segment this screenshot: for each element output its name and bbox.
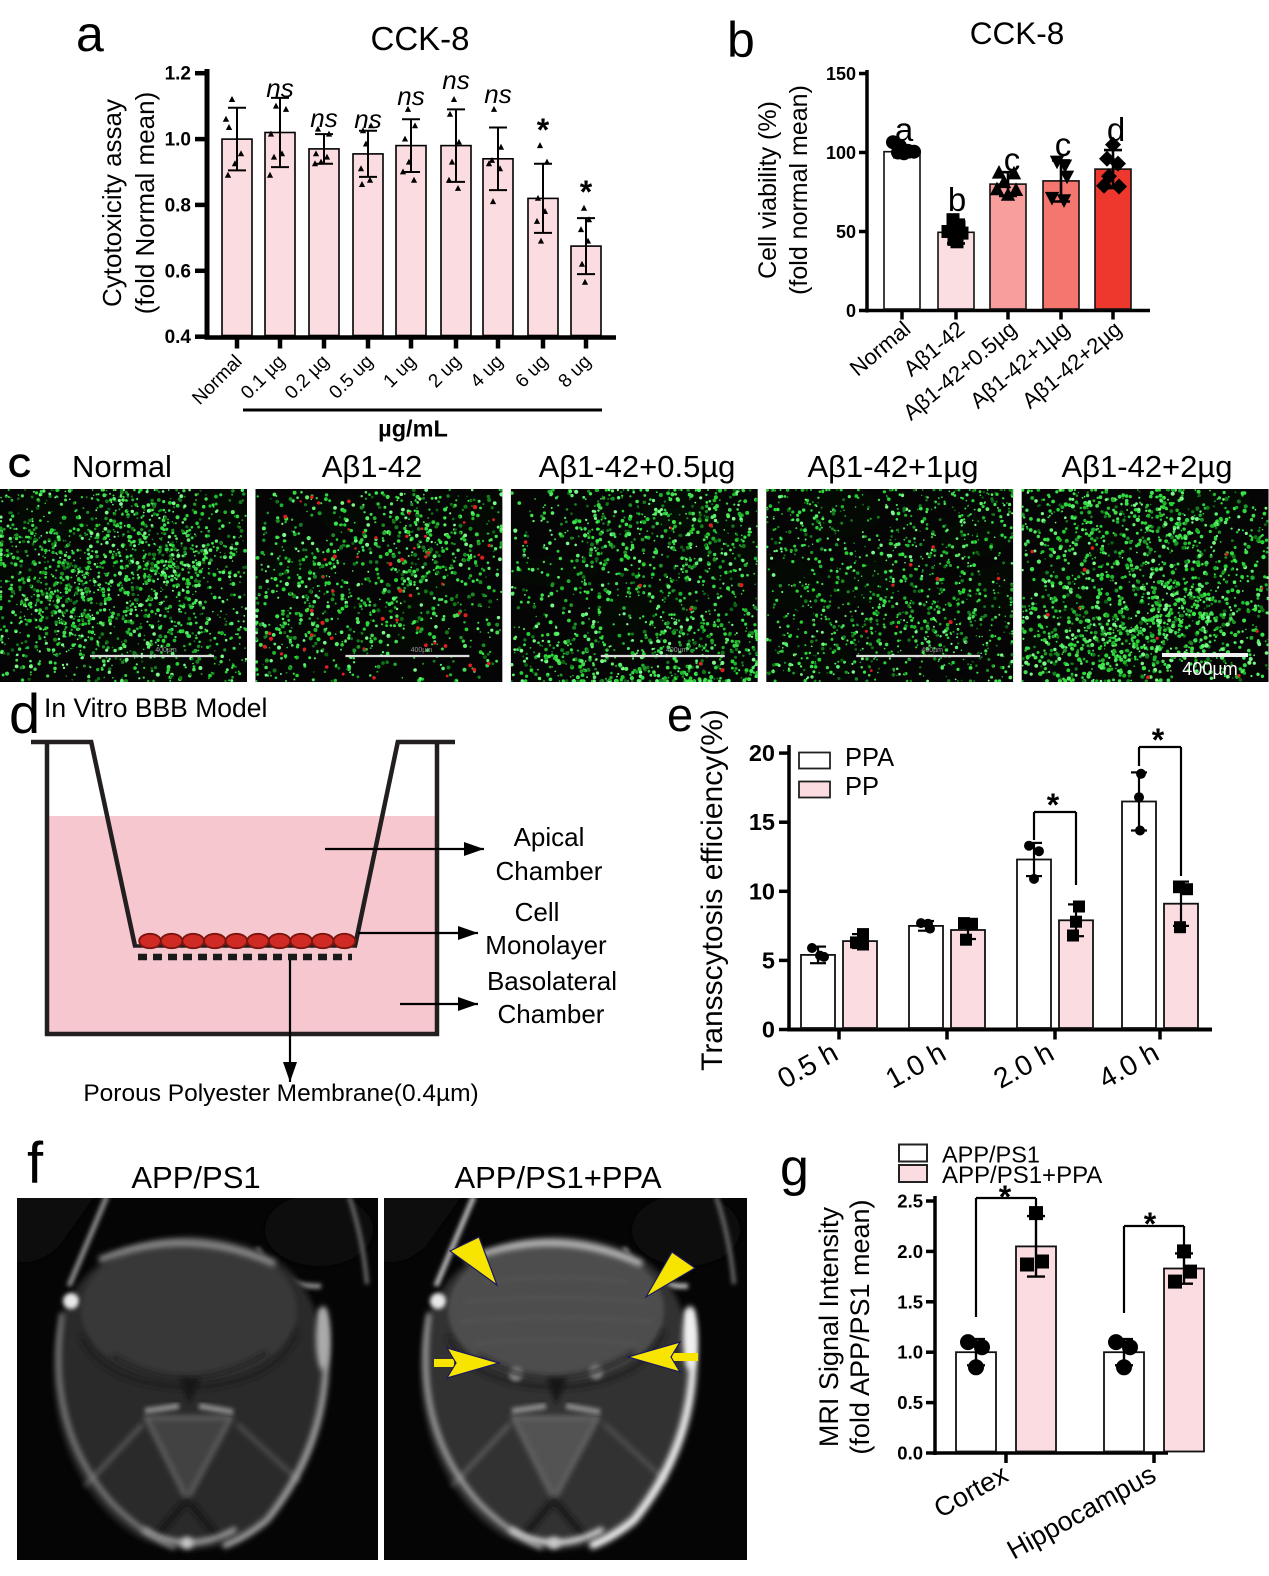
svg-text:4 ug: 4 ug xyxy=(467,351,508,392)
svg-text:ns: ns xyxy=(484,79,511,109)
svg-text:Aβ1-42+1µg: Aβ1-42+1µg xyxy=(808,449,979,484)
svg-text:ns: ns xyxy=(442,65,469,95)
svg-text:Normal: Normal xyxy=(72,449,172,484)
svg-text:(fold Normal mean): (fold Normal mean) xyxy=(130,92,160,315)
svg-text:ns: ns xyxy=(310,103,337,133)
svg-text:0: 0 xyxy=(846,301,856,321)
svg-text:ns: ns xyxy=(354,104,381,134)
svg-text:a: a xyxy=(76,6,104,62)
svg-text:0.2 µg: 0.2 µg xyxy=(281,351,333,403)
svg-text:0.4: 0.4 xyxy=(165,327,192,348)
svg-text:b: b xyxy=(727,12,755,68)
svg-text:Cell viability (%): Cell viability (%) xyxy=(754,101,782,279)
svg-text:Normal: Normal xyxy=(845,316,915,381)
svg-text:Normal: Normal xyxy=(188,351,246,409)
svg-text:*: * xyxy=(537,112,550,148)
svg-text:Aβ1-42+2µg: Aβ1-42+2µg xyxy=(1062,449,1233,484)
svg-text:0.1 µg: 0.1 µg xyxy=(237,351,289,403)
svg-text:b: b xyxy=(948,181,966,218)
svg-text:0.5 ug: 0.5 ug xyxy=(325,351,377,403)
svg-text:ns: ns xyxy=(266,73,293,103)
svg-text:ns: ns xyxy=(397,81,424,111)
svg-text:1.0: 1.0 xyxy=(165,130,191,151)
svg-text:1.2: 1.2 xyxy=(165,64,191,85)
svg-text:100: 100 xyxy=(826,143,856,163)
svg-text:2 ug: 2 ug xyxy=(425,351,466,392)
svg-text:C: C xyxy=(8,448,31,484)
svg-text:CCK-8: CCK-8 xyxy=(370,20,469,57)
svg-text:c: c xyxy=(1055,126,1072,163)
svg-text:(fold normal mean): (fold normal mean) xyxy=(785,85,813,295)
svg-text:0.8: 0.8 xyxy=(165,195,191,216)
svg-text:0.6: 0.6 xyxy=(165,261,191,282)
svg-text:c: c xyxy=(1004,141,1021,178)
svg-text:µg/mL: µg/mL xyxy=(378,416,448,442)
svg-text:6 ug: 6 ug xyxy=(512,351,553,392)
svg-text:CCK-8: CCK-8 xyxy=(970,15,1065,51)
svg-text:50: 50 xyxy=(836,222,856,242)
svg-text:150: 150 xyxy=(826,64,856,84)
svg-text:d: d xyxy=(1107,111,1125,148)
svg-text:Aβ1-42: Aβ1-42 xyxy=(322,449,423,484)
svg-text:8 ug: 8 ug xyxy=(555,351,596,392)
svg-text:Cytotoxicity assay: Cytotoxicity assay xyxy=(97,99,127,307)
svg-text:Aβ1-42+0.5µg: Aβ1-42+0.5µg xyxy=(539,449,736,484)
svg-text:1 ug: 1 ug xyxy=(380,351,421,392)
svg-text:*: * xyxy=(580,174,593,210)
svg-text:a: a xyxy=(895,111,914,148)
